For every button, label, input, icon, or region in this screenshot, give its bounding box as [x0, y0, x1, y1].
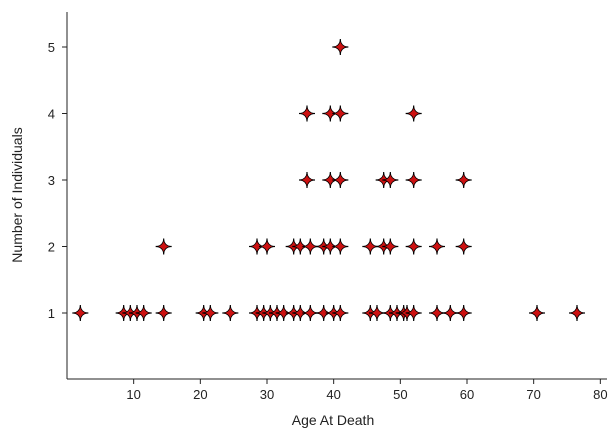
data-point	[322, 172, 339, 188]
y-ticks: 1 2 3 4 5	[48, 40, 67, 321]
data-point	[332, 172, 349, 188]
y-tick-label: 5	[48, 40, 55, 55]
x-axis-title: Age At Death	[292, 412, 375, 428]
data-point	[332, 305, 349, 321]
data-point	[442, 305, 459, 321]
y-tick-label: 3	[48, 173, 55, 188]
x-tick-label: 70	[526, 387, 540, 402]
data-point	[135, 305, 152, 321]
data-point	[155, 305, 172, 321]
x-tick-label: 80	[593, 387, 607, 402]
data-point	[249, 238, 265, 255]
data-point	[362, 238, 379, 255]
data-point	[332, 238, 349, 255]
x-tick-label: 30	[260, 387, 274, 402]
data-point	[429, 238, 445, 255]
x-tick-label: 60	[460, 387, 474, 402]
data-point	[455, 172, 472, 188]
data-point	[569, 305, 585, 321]
data-point	[332, 39, 349, 55]
data-point	[202, 305, 219, 321]
data-point	[405, 238, 422, 255]
x-tick-label: 10	[126, 387, 140, 402]
data-point	[405, 305, 422, 321]
data-point	[299, 172, 315, 188]
data-point	[455, 305, 472, 321]
data-point	[405, 172, 422, 188]
x-ticks: 10 20 30 40 50 60 70 80	[126, 379, 608, 402]
y-tick-label: 1	[48, 306, 55, 321]
data-point	[382, 238, 399, 255]
data-point	[72, 305, 89, 321]
x-tick-label: 40	[326, 387, 340, 402]
data-point	[259, 238, 275, 255]
y-tick-label: 2	[48, 240, 55, 255]
data-point	[405, 105, 422, 122]
data-point	[529, 305, 545, 321]
x-tick-label: 50	[393, 387, 407, 402]
x-tick-label: 20	[193, 387, 207, 402]
data-point	[222, 305, 239, 321]
data-points	[72, 39, 585, 321]
data-point	[299, 105, 315, 122]
data-point	[332, 105, 349, 122]
y-tick-label: 4	[48, 107, 55, 122]
data-point	[382, 172, 399, 188]
axes	[66, 12, 607, 380]
data-point	[455, 238, 472, 255]
y-axis-title: Number of Individuals	[9, 127, 25, 262]
data-point	[155, 238, 172, 255]
